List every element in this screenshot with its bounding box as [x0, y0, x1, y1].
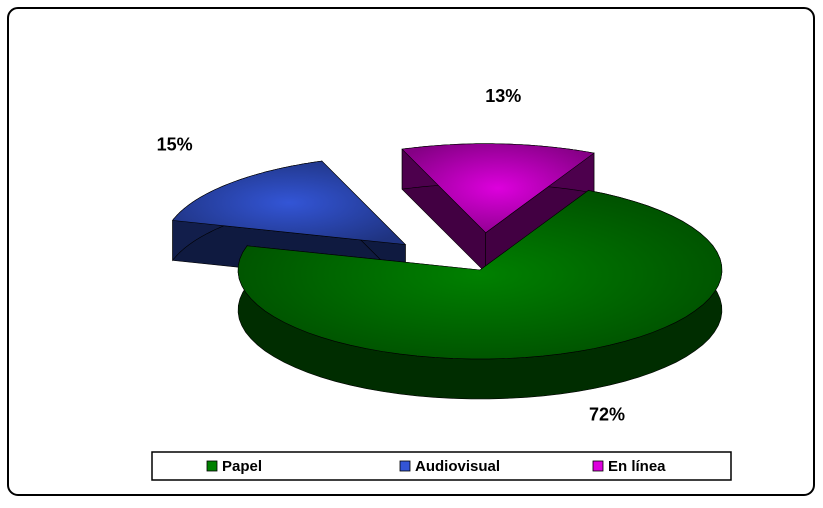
slice	[237, 190, 723, 360]
data-label: 13%	[485, 86, 521, 106]
data-label: 72%	[589, 405, 625, 425]
legend: Papel Audiovisual En línea	[206, 458, 666, 475]
legend-label: Audiovisual	[415, 458, 500, 475]
pie	[172, 143, 723, 400]
slice	[172, 160, 407, 245]
slice	[401, 143, 595, 234]
legend-swatch	[399, 460, 411, 472]
legend-swatch	[206, 460, 218, 472]
data-label: 15%	[157, 135, 193, 155]
legend-box	[151, 451, 732, 481]
legend-swatch	[592, 460, 604, 472]
legend-label: Papel	[222, 458, 262, 475]
legend-label: En línea	[608, 458, 666, 475]
